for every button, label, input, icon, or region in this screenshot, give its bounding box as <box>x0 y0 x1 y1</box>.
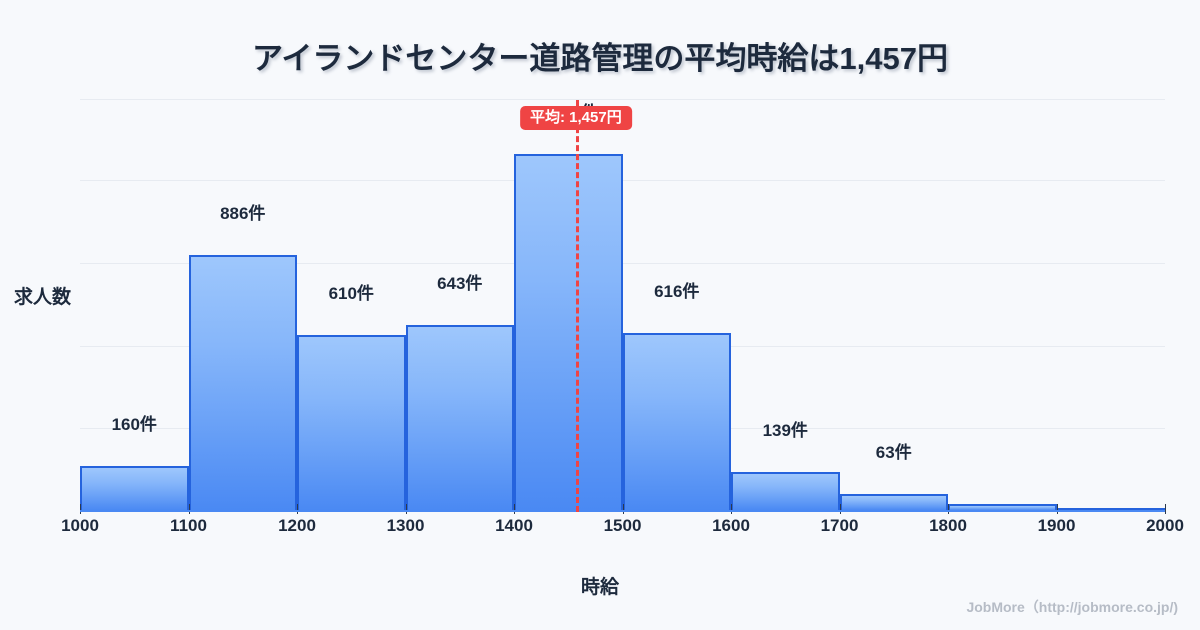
x-axis-tick <box>948 504 949 514</box>
x-axis-tick <box>80 504 81 514</box>
bar-value-label: 616件 <box>654 282 700 302</box>
plot-area: 160件886件610件643件1,233件616件139件63件 <box>80 99 1166 514</box>
bar[interactable] <box>622 333 731 512</box>
x-axis-tick <box>839 504 841 514</box>
average-line <box>575 100 579 512</box>
bar[interactable] <box>297 335 406 512</box>
x-axis-tick <box>405 504 407 514</box>
x-axis-tick-label: 1700 <box>820 516 859 535</box>
x-axis-tick <box>188 504 190 514</box>
x-axis-tick-label: 1300 <box>386 516 425 535</box>
x-axis-tick-label: 1600 <box>712 516 750 535</box>
x-axis-tick-label: 1100 <box>170 516 207 535</box>
average-badge: 平均: 1,457円 <box>519 106 632 130</box>
bar-value-label: 139件 <box>762 420 808 440</box>
gridline <box>80 99 1165 100</box>
watermark: JobMore（http://jobmore.co.jp/) <box>966 599 1178 615</box>
bar-value-label: 886件 <box>220 203 266 223</box>
x-axis-tick-label: 2000 <box>1146 516 1184 535</box>
bar-value-label: 63件 <box>875 442 912 462</box>
gridline <box>80 180 1165 182</box>
x-axis-tick <box>1056 504 1058 514</box>
page-title: アイランドセンター道路管理の平均時給は1,457円 <box>251 41 949 76</box>
x-axis-tick-label: 1800 <box>929 516 967 535</box>
x-axis-tick <box>731 504 732 514</box>
x-axis-tick <box>1165 504 1166 514</box>
bar-value-label: 610件 <box>328 284 374 304</box>
x-axis-line <box>80 510 1165 512</box>
bar[interactable] <box>80 465 189 512</box>
y-axis-title: 求人数 <box>14 287 72 308</box>
x-axis-tick-label: 1200 <box>278 516 316 535</box>
x-axis-title: 時給 <box>580 577 619 598</box>
x-axis-tick-label: 1000 <box>61 516 99 535</box>
x-axis-tick <box>514 504 515 514</box>
x-axis-tick-label: 1400 <box>495 516 533 535</box>
bar[interactable] <box>731 471 840 512</box>
x-axis-tick <box>297 504 298 514</box>
x-axis-tick-label: 1500 <box>603 516 642 535</box>
bar-value-label: 160件 <box>111 414 157 434</box>
bar[interactable] <box>188 254 297 512</box>
x-axis-tick-label: 1900 <box>1037 516 1076 535</box>
bar[interactable] <box>514 154 623 512</box>
x-axis-tick <box>622 504 624 514</box>
bar[interactable] <box>405 325 514 512</box>
gridline <box>80 262 1165 264</box>
bar-value-label: 643件 <box>437 274 483 294</box>
